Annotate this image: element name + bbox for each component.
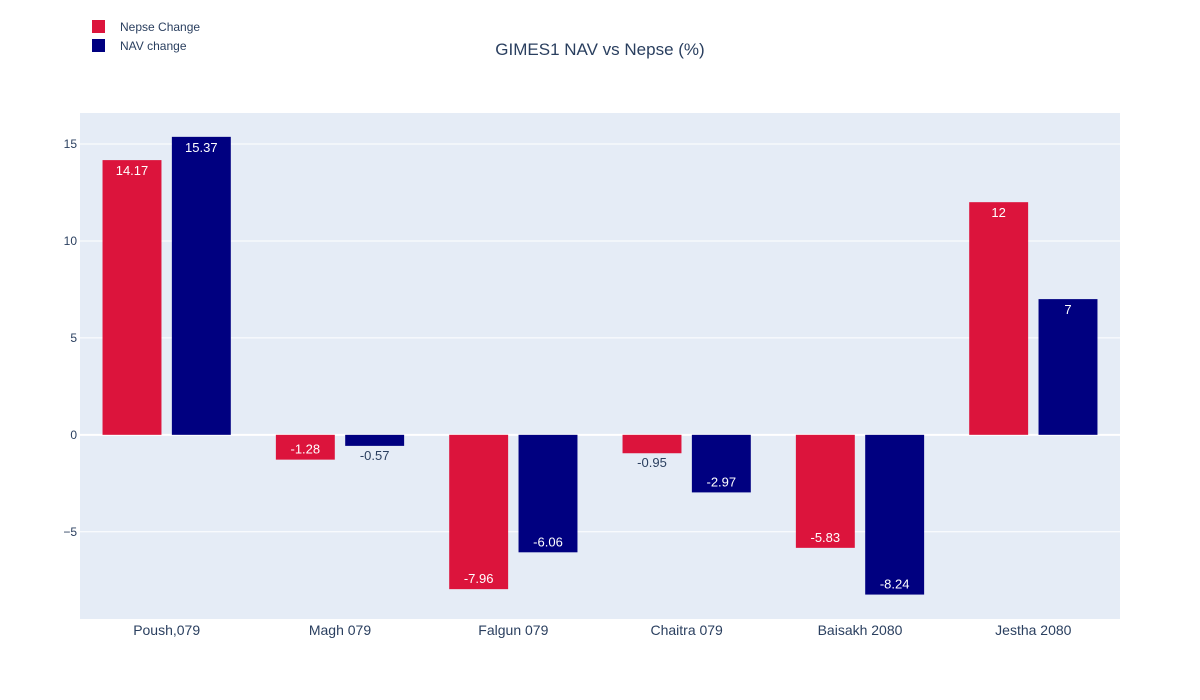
x-tick-label: Baisakh 2080	[818, 622, 903, 638]
data-label: 12	[991, 205, 1005, 220]
data-label: -8.24	[880, 577, 910, 592]
bar	[865, 434, 925, 595]
x-tick-label: Poush,079	[133, 622, 200, 638]
plot-area	[80, 113, 1120, 619]
data-label: -7.96	[464, 571, 494, 586]
data-label: -6.06	[533, 534, 563, 549]
legend-label: Nepse Change	[120, 19, 201, 34]
legend: Nepse Change NAV change	[92, 17, 200, 55]
bar	[518, 434, 578, 553]
bar	[969, 202, 1029, 435]
data-label: 15.37	[185, 140, 218, 155]
y-tick-label: −5	[63, 525, 77, 539]
x-tick-label: Falgun 079	[478, 622, 548, 638]
legend-swatch	[92, 39, 105, 52]
data-label: -1.28	[291, 442, 321, 457]
y-tick-label: 15	[64, 137, 78, 151]
legend-label: NAV change	[120, 38, 187, 53]
data-label: -5.83	[811, 530, 841, 545]
chart-title: GIMES1 NAV vs Nepse (%)	[495, 40, 705, 59]
bar	[691, 434, 751, 493]
legend-swatch	[92, 20, 105, 33]
x-tick-label: Chaitra 079	[650, 622, 723, 638]
y-tick-label: 0	[70, 428, 77, 442]
bar	[622, 434, 682, 454]
y-tick-label: 10	[64, 234, 78, 248]
bar	[171, 136, 231, 435]
y-axis: 15 10 5 0 −5	[63, 137, 77, 539]
gridlines	[80, 143, 1120, 533]
data-label: -0.95	[637, 455, 667, 470]
data-label: 14.17	[116, 163, 149, 178]
bar	[102, 160, 162, 435]
y-tick-label: 5	[70, 331, 77, 345]
x-tick-label: Jestha 2080	[995, 622, 1071, 638]
data-label: -0.57	[360, 448, 390, 463]
bar	[345, 434, 405, 446]
bar	[795, 434, 855, 548]
data-label: -2.97	[707, 474, 737, 489]
bar	[449, 434, 509, 590]
x-tick-label: Magh 079	[309, 622, 371, 638]
bar	[1038, 299, 1098, 435]
data-label: 7	[1064, 302, 1071, 317]
legend-item-nepse-change[interactable]: Nepse Change	[92, 17, 200, 36]
legend-item-nav-change[interactable]: NAV change	[92, 36, 200, 55]
data-labels: 14.17 15.37 -1.28 -0.57 -7.96 -6.06 -0.95 -2.97…	[116, 140, 1072, 592]
bar	[275, 434, 335, 460]
bars	[102, 136, 1098, 595]
x-axis: Poush,079 Magh 079 Falgun 079 Chaitra 079 Ba…	[133, 622, 1071, 638]
